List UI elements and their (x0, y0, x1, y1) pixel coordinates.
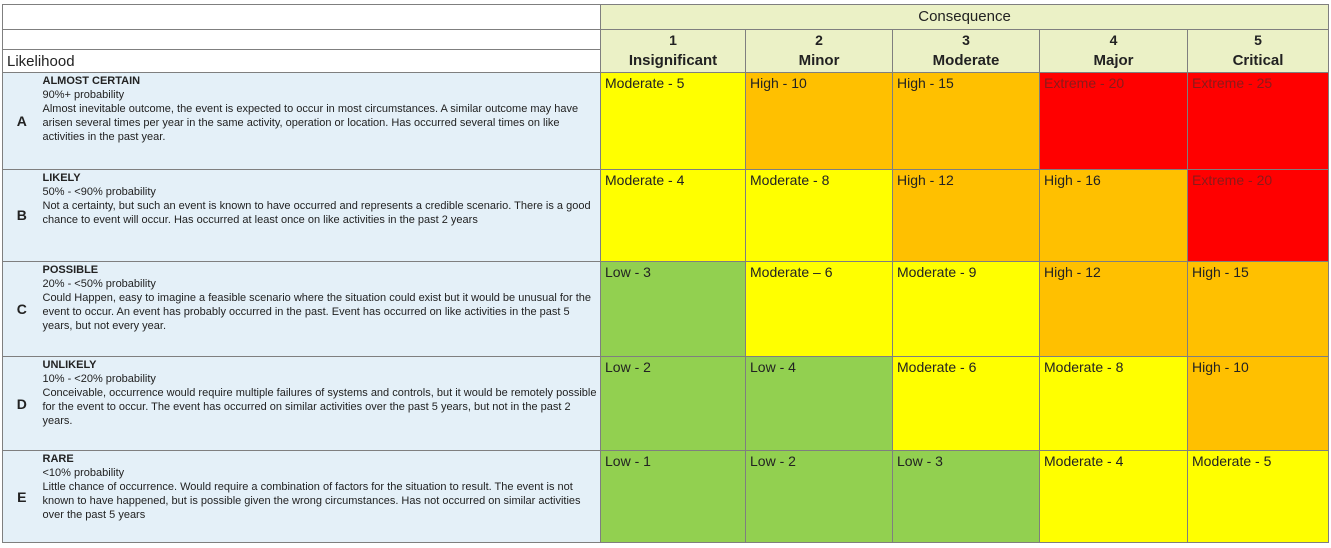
risk-cell: Extreme - 20 (1186, 168, 1330, 263)
likelihood-letter: A (2, 71, 41, 170)
likelihood-title: UNLIKELY (42, 358, 97, 371)
likelihood-row-e: E RARE <10% probability Little chance of… (2, 450, 1330, 543)
likelihood-probability: 20% - <50% probability (42, 278, 156, 291)
likelihood-row-b: B LIKELY 50% - <90% probability Not a ce… (2, 168, 1330, 263)
consequence-name-4: Major (1039, 49, 1188, 73)
likelihood-probability: 90%+ probability (42, 88, 125, 101)
likelihood-title: LIKELY (42, 171, 81, 184)
risk-cell: Low - 2 (745, 450, 893, 543)
consequence-name-2: Minor (745, 49, 893, 73)
likelihood-description: RARE <10% probability Little chance of o… (40, 450, 601, 543)
risk-cell: Moderate - 5 (600, 71, 746, 170)
risk-cell: Low - 3 (892, 450, 1040, 543)
risk-cell: Moderate – 6 (745, 261, 893, 357)
likelihood-text: Could Happen, easy to imagine a feasible… (42, 292, 592, 333)
likelihood-letter: C (2, 261, 41, 357)
likelihood-row-a: A ALMOST CERTAIN 90%+ probability Almost… (2, 71, 1330, 170)
likelihood-description: LIKELY 50% - <90% probability Not a cert… (40, 168, 601, 263)
risk-cell: High - 15 (1186, 261, 1330, 357)
risk-cell: Low - 2 (600, 355, 746, 452)
likelihood-title: RARE (42, 453, 74, 466)
likelihood-title: POSSIBLE (42, 264, 99, 277)
consequence-number-2: 2 (745, 28, 893, 50)
risk-cell: Moderate - 5 (1186, 450, 1330, 543)
likelihood-description: POSSIBLE 20% - <50% probability Could Ha… (40, 261, 601, 357)
likelihood-description: UNLIKELY 10% - <20% probability Conceiva… (40, 355, 601, 452)
likelihood-letter: B (2, 168, 41, 263)
likelihood-text: Little chance of occurrence. Would requi… (42, 481, 581, 522)
consequence-number-3: 3 (892, 28, 1040, 50)
risk-cell: Moderate - 4 (600, 168, 746, 263)
risk-cell: High - 10 (745, 71, 893, 170)
consequence-number-5: 5 (1186, 28, 1330, 50)
risk-cell: Extreme - 20 (1039, 71, 1188, 170)
risk-cell: Moderate - 8 (1039, 355, 1188, 452)
header-blank (2, 4, 601, 30)
likelihood-row-c: C POSSIBLE 20% - <50% probability Could … (2, 261, 1330, 357)
risk-cell: Extreme - 25 (1186, 71, 1330, 170)
risk-cell: Moderate - 6 (892, 355, 1040, 452)
risk-cell: Low - 3 (600, 261, 746, 357)
likelihood-text: Not a certainty, but such an event is kn… (42, 199, 591, 226)
likelihood-probability: <10% probability (42, 467, 125, 480)
consequence-name-1: Insignificant (600, 49, 746, 73)
likelihood-text: Conceivable, occurrence would require mu… (42, 386, 597, 427)
risk-cell: High - 15 (892, 71, 1040, 170)
risk-cell: Low - 4 (745, 355, 893, 452)
risk-cell: Moderate - 8 (745, 168, 893, 263)
likelihood-text: Almost inevitable outcome, the event is … (42, 102, 579, 143)
likelihood-letter: D (2, 355, 41, 452)
consequence-name-5: Critical (1186, 49, 1330, 73)
consequence-header: Consequence (599, 4, 1330, 30)
consequence-number-1: 1 (600, 28, 746, 50)
header-blank-2 (2, 28, 601, 51)
risk-cell: Low - 1 (600, 450, 746, 543)
likelihood-probability: 50% - <90% probability (42, 185, 156, 198)
likelihood-header: Likelihood (2, 49, 601, 73)
risk-cell: High - 12 (892, 168, 1040, 263)
risk-matrix-table: Consequence 1 2 3 4 5 Likelihood Insigni… (2, 4, 1330, 543)
likelihood-description: ALMOST CERTAIN 90%+ probability Almost i… (40, 71, 601, 170)
likelihood-probability: 10% - <20% probability (42, 372, 156, 385)
likelihood-letter: E (2, 450, 41, 543)
consequence-number-4: 4 (1039, 28, 1188, 50)
consequence-name-3: Moderate (892, 49, 1040, 73)
risk-cell: High - 10 (1186, 355, 1330, 452)
risk-cell: Moderate - 4 (1039, 450, 1188, 543)
risk-cell: High - 12 (1039, 261, 1188, 357)
likelihood-title: ALMOST CERTAIN (42, 74, 141, 87)
likelihood-row-d: D UNLIKELY 10% - <20% probability Concei… (2, 355, 1330, 452)
risk-cell: High - 16 (1039, 168, 1188, 263)
risk-cell: Moderate - 9 (892, 261, 1040, 357)
